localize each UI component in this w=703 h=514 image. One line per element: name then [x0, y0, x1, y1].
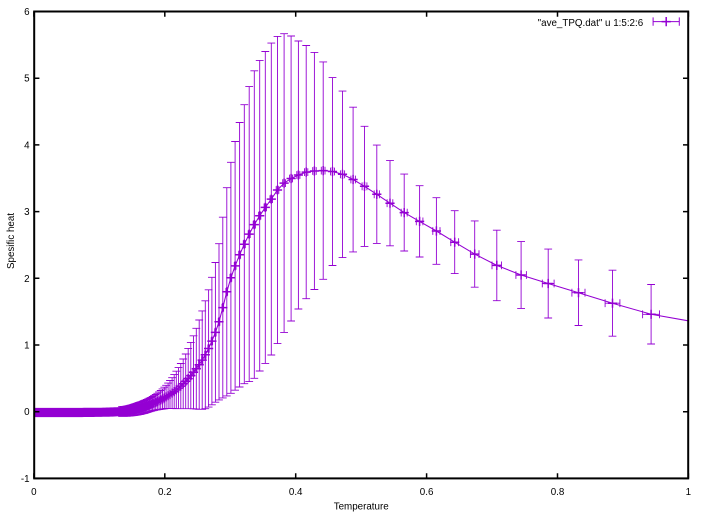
svg-text:0: 0 — [24, 407, 30, 418]
svg-text:0.6: 0.6 — [420, 487, 434, 498]
svg-text:6: 6 — [24, 7, 30, 18]
svg-text:-1: -1 — [21, 474, 30, 485]
svg-text:3: 3 — [24, 207, 30, 218]
svg-text:0.4: 0.4 — [289, 487, 303, 498]
svg-text:1: 1 — [24, 341, 29, 352]
svg-text:0: 0 — [31, 487, 37, 498]
svg-text:0.2: 0.2 — [158, 487, 172, 498]
svg-text:2: 2 — [24, 274, 29, 285]
svg-text:5: 5 — [24, 74, 30, 85]
svg-text:Spesific heat: Spesific heat — [6, 213, 17, 269]
svg-text:Temperature: Temperature — [334, 502, 390, 513]
svg-text:"ave_TPQ.dat" u 1:5:2:6: "ave_TPQ.dat" u 1:5:2:6 — [538, 18, 644, 29]
svg-text:1: 1 — [686, 487, 691, 498]
svg-text:0.8: 0.8 — [551, 487, 565, 498]
svg-text:4: 4 — [24, 140, 30, 151]
